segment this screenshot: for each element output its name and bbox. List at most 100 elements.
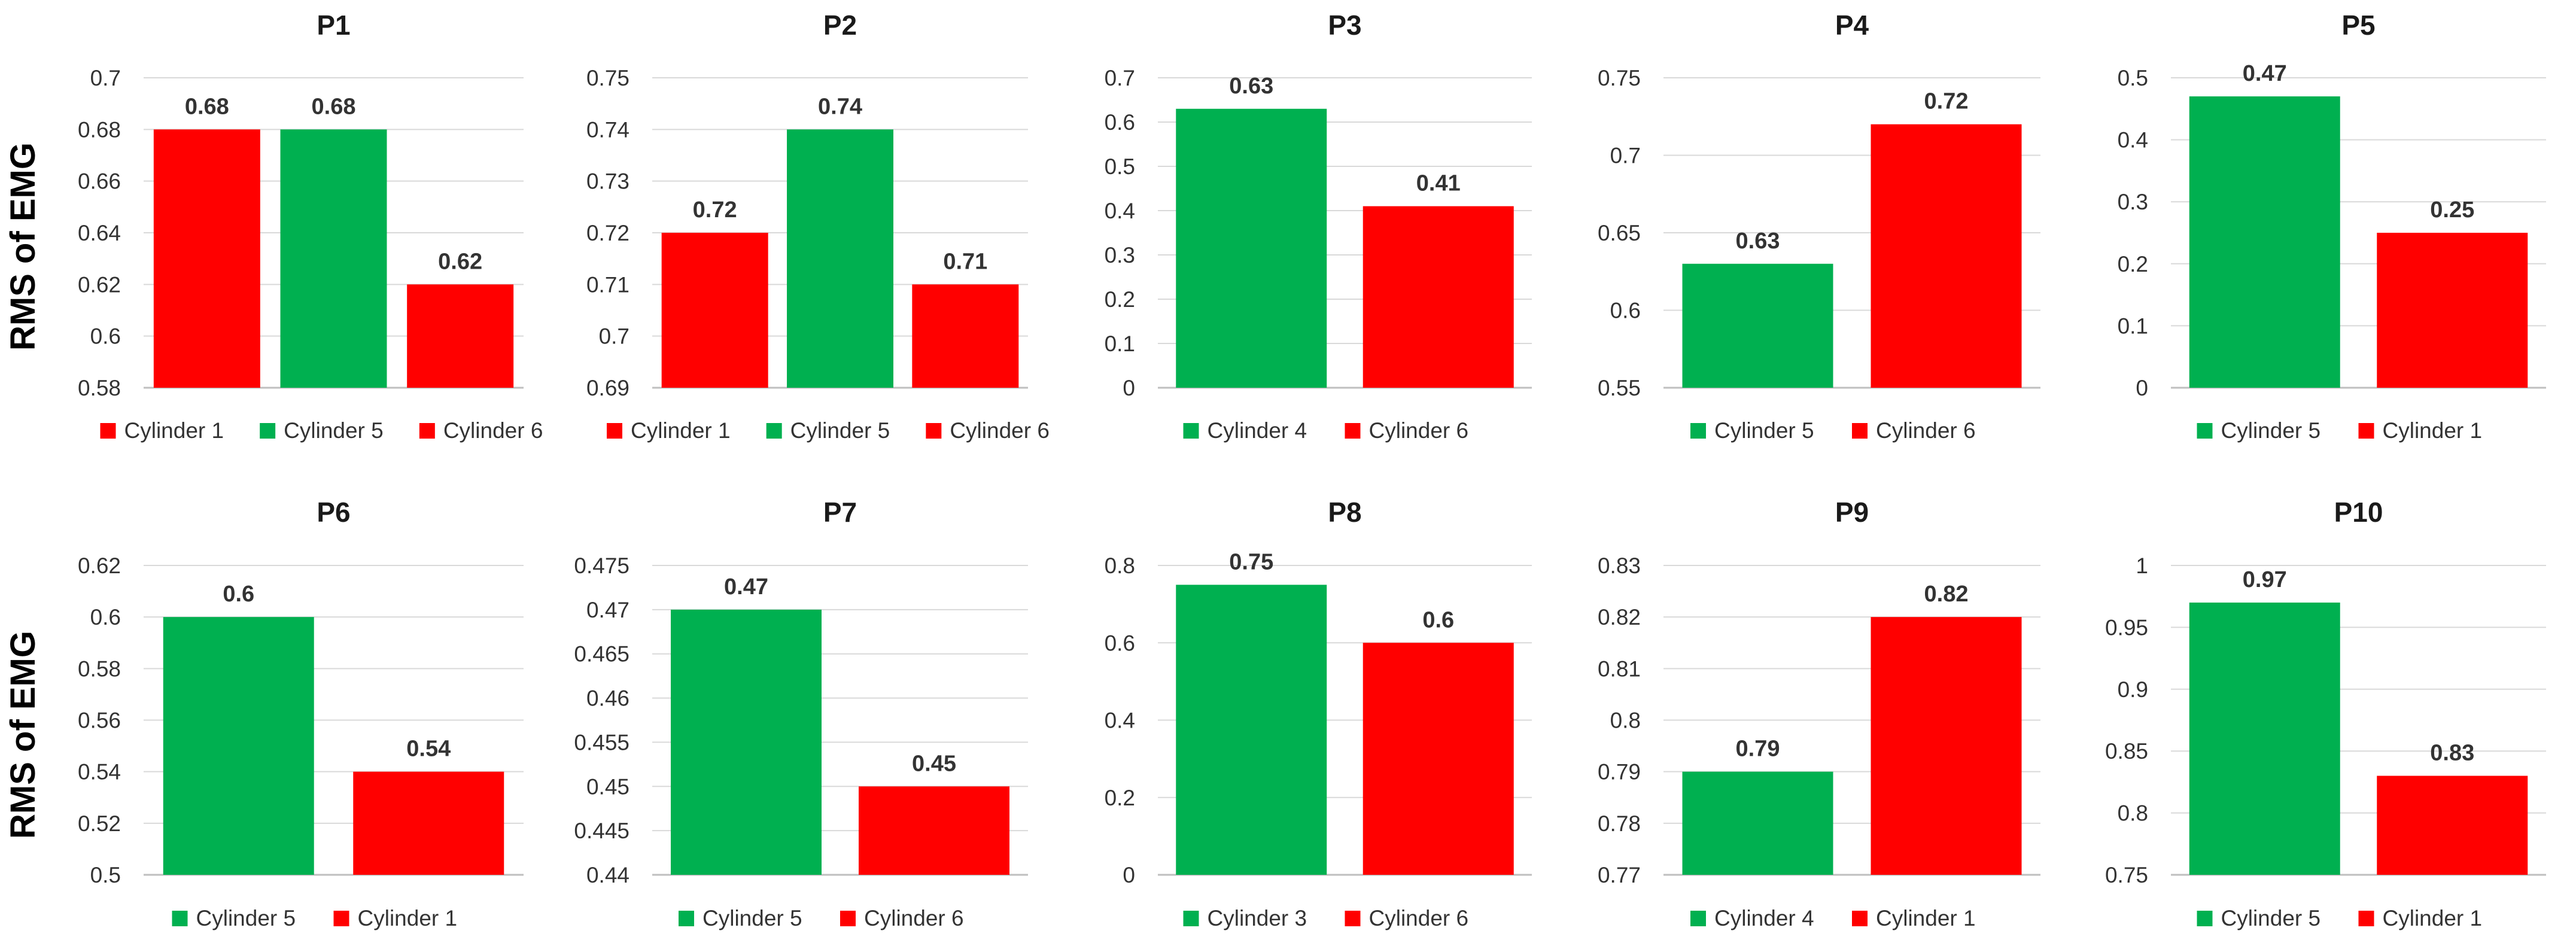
data-label: 0.47 — [2243, 61, 2287, 86]
legend-label: Cylinder 1 — [2383, 418, 2483, 443]
y-tick-label: 0.75 — [2105, 863, 2148, 887]
legend-swatch — [100, 423, 116, 439]
y-tick-label: 0.72 — [586, 221, 629, 245]
y-tick-label: 0.2 — [1105, 786, 1135, 810]
chart-title: P10 — [2334, 497, 2383, 528]
data-label: 0.75 — [1229, 549, 1273, 574]
y-tick-label: 0 — [1123, 863, 1135, 887]
bar-cylinder-1 — [1871, 617, 2022, 875]
legend-swatch — [333, 911, 349, 926]
y-tick-label: 0.44 — [586, 863, 629, 887]
y-tick-label: 0.6 — [90, 324, 121, 349]
y-tick-label: 0.47 — [586, 598, 629, 622]
chart-title: P5 — [2341, 10, 2375, 41]
y-tick-label: 0.83 — [1598, 553, 1641, 578]
bar-cylinder-4 — [1682, 771, 1833, 875]
bar-cylinder-5 — [787, 129, 893, 388]
chart-p9: P9 0.77 0.78 0.79 0.8 0.81 0.82 0.83 0.79 0.82 Cyl… — [1598, 497, 2040, 930]
legend-swatch — [1345, 423, 1361, 439]
bar-cylinder-1 — [153, 129, 260, 388]
y-tick-label: 0.4 — [2118, 128, 2148, 153]
legend-swatch — [2358, 911, 2374, 926]
y-tick-label: 0.465 — [574, 642, 629, 667]
bar-cylinder-1 — [2377, 233, 2528, 388]
data-label: 0.25 — [2430, 197, 2474, 223]
bar-cylinder-6 — [912, 284, 1019, 388]
chart-title: P6 — [317, 497, 350, 528]
legend-swatch — [766, 423, 782, 439]
y-tick-label: 0.6 — [1105, 110, 1135, 135]
chart-p3: P3 0 0.1 0.2 0.3 0.4 0.5 0.6 0.7 0.63 0.41 Cylinder… — [1105, 10, 1532, 443]
legend-label: Cylinder 1 — [1876, 906, 1976, 930]
legend-label: Cylinder 1 — [124, 418, 224, 443]
legend-swatch — [172, 911, 188, 926]
chart-p4: P4 0.55 0.6 0.65 0.7 0.75 0.63 0.72 Cylinder 5 Cy… — [1598, 10, 2040, 443]
y-tick-label: 0.58 — [78, 376, 121, 400]
legend-swatch — [2197, 911, 2213, 926]
bar-cylinder-6 — [1362, 643, 1514, 875]
data-label: 0.71 — [943, 249, 987, 274]
y-tick-label: 0.65 — [1598, 221, 1641, 245]
bar-cylinder-1 — [661, 233, 768, 388]
y-tick-label: 0.62 — [78, 553, 121, 578]
legend-label: Cylinder 4 — [1714, 906, 1814, 930]
y-tick-label: 0.78 — [1598, 811, 1641, 836]
y-tick-label: 0.55 — [1598, 376, 1641, 400]
chart-title: P1 — [317, 10, 350, 41]
legend-swatch — [419, 423, 435, 439]
y-tick-label: 1 — [2136, 553, 2148, 578]
data-label: 0.74 — [818, 94, 862, 119]
chart-title: P2 — [823, 10, 857, 41]
y-tick-label: 0.46 — [586, 686, 629, 711]
chart-p1: P1 0.58 0.6 0.62 0.64 0.66 0.68 0.7 0.68 0.68 0.62… — [78, 10, 543, 443]
y-tick-label: 0.3 — [2118, 190, 2148, 214]
legend-label: Cylinder 6 — [1369, 906, 1469, 930]
legend-swatch — [926, 423, 942, 439]
y-tick-label: 0.85 — [2105, 739, 2148, 764]
bar-cylinder-5 — [1682, 263, 1833, 388]
legend-label: Cylinder 5 — [1714, 418, 1814, 443]
chart-p7: P7 0.44 0.445 0.45 0.455 0.46 0.465 0.47 0.475 0.… — [574, 497, 1028, 930]
data-label: 0.97 — [2243, 567, 2287, 592]
data-label: 0.6 — [223, 582, 254, 607]
data-label: 0.83 — [2430, 741, 2474, 766]
y-tick-label: 0.95 — [2105, 615, 2148, 640]
y-tick-label: 0.5 — [90, 863, 121, 887]
y-tick-label: 0.7 — [1610, 144, 1641, 168]
chart-title: P8 — [1328, 497, 1361, 528]
data-label: 0.54 — [406, 737, 451, 762]
bar-cylinder-6 — [1871, 124, 2022, 388]
y-tick-label: 0.75 — [1598, 66, 1641, 90]
y-tick-label: 0.54 — [78, 760, 121, 784]
legend-label: Cylinder 6 — [864, 906, 964, 930]
chart-title: P7 — [823, 497, 857, 528]
legend-swatch — [679, 911, 694, 926]
y-tick-label: 0.62 — [78, 272, 121, 297]
legend-label: Cylinder 5 — [284, 418, 384, 443]
y-tick-label: 0.79 — [1598, 760, 1641, 784]
y-axis-label-bottom: RMS of EMG — [4, 631, 42, 839]
y-tick-label: 0.1 — [2118, 314, 2148, 338]
legend-label: Cylinder 5 — [2221, 418, 2321, 443]
legend-swatch — [607, 423, 622, 439]
bar-cylinder-3 — [1176, 585, 1327, 875]
y-tick-label: 0.69 — [586, 376, 629, 400]
y-tick-label: 0.5 — [2118, 66, 2148, 90]
y-tick-label: 0.2 — [1105, 287, 1135, 312]
y-tick-label: 0.74 — [586, 117, 629, 142]
legend-swatch — [840, 911, 856, 926]
bar-cylinder-5 — [280, 129, 387, 388]
y-tick-label: 0.8 — [1105, 553, 1135, 578]
y-tick-label: 0.7 — [90, 66, 121, 90]
y-tick-label: 0.455 — [574, 730, 629, 755]
y-tick-label: 0.45 — [586, 774, 629, 799]
legend-swatch — [260, 423, 276, 439]
data-label: 0.68 — [312, 94, 356, 119]
y-tick-label: 0.52 — [78, 811, 121, 836]
data-label: 0.68 — [185, 94, 229, 119]
bar-cylinder-6 — [1362, 206, 1514, 388]
y-tick-label: 0.7 — [1105, 66, 1135, 90]
y-tick-label: 0 — [1123, 376, 1135, 400]
legend-label: Cylinder 6 — [1369, 418, 1469, 443]
chart-p8: P8 0 0.2 0.4 0.6 0.8 0.75 0.6 Cylinder 3 Cylinder… — [1105, 497, 1532, 930]
